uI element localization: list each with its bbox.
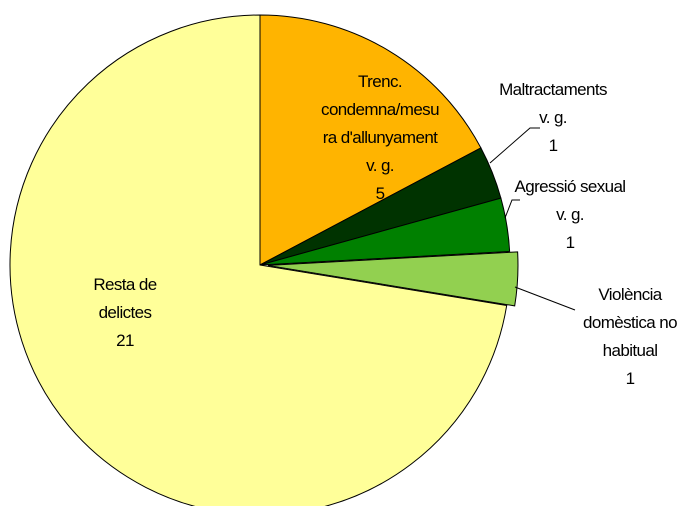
label-line: v. g. <box>366 156 394 175</box>
pie-slice <box>259 197 511 266</box>
slice-label: Maltractaments v. g. <box>499 80 607 127</box>
leader-line <box>504 199 520 219</box>
label-line: Maltractaments <box>499 80 607 99</box>
leader-line <box>514 286 576 311</box>
label-line: Agressió sexual <box>514 177 625 196</box>
label-line: delictes <box>99 303 152 322</box>
pie-slice <box>267 251 519 307</box>
value-label: 21 <box>116 331 134 350</box>
labels: Trenc. condemna/mesu ra d'allunyament v. g.… <box>93 72 677 388</box>
label-line: v. g. <box>539 108 567 127</box>
slice-label: Violència domèstica no habitual <box>583 285 677 360</box>
slice-label: Resta de delictes <box>93 275 156 322</box>
label-line: v. g. <box>556 205 584 224</box>
pie-slice <box>9 14 508 506</box>
label-line: Violència <box>598 285 662 304</box>
slice-label: Trenc. condemna/mesu ra d'allunyament v. g. <box>321 72 439 175</box>
label-line: Resta de <box>93 275 156 294</box>
value-label: 1 <box>549 136 558 155</box>
label-line: ra d'allunyament <box>323 128 438 147</box>
value-label: 1 <box>626 369 635 388</box>
slice-label: Agressió sexual v. g. <box>514 177 625 224</box>
value-label: 5 <box>376 184 385 203</box>
label-line: domèstica no <box>583 313 677 332</box>
pie <box>9 14 519 506</box>
label-line: condemna/mesu <box>321 100 439 119</box>
label-line: habitual <box>603 341 658 360</box>
value-label: 1 <box>566 233 575 252</box>
pie-slice <box>259 14 482 266</box>
label-line: Trenc. <box>358 72 402 91</box>
leader-line <box>489 127 540 164</box>
